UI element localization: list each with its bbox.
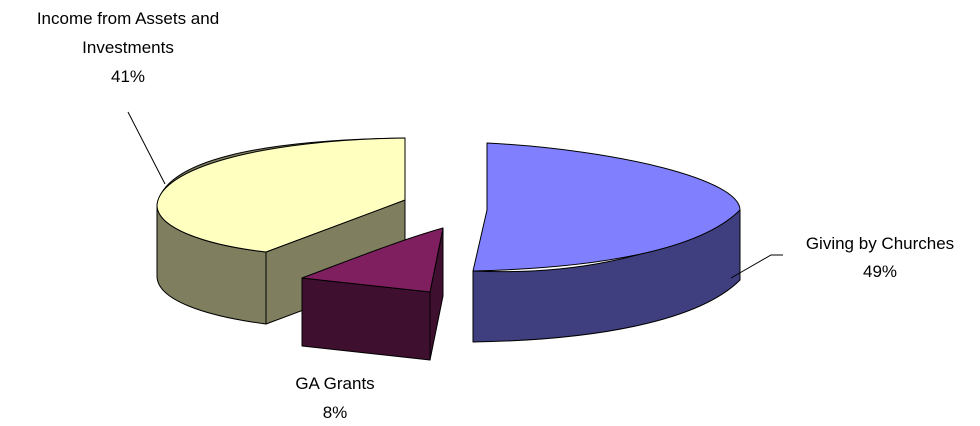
label-ga-percent: 8% (323, 403, 348, 422)
label-giving-by-churches: Giving by Churches 49% (806, 234, 954, 281)
slice-giving-by-churches (472, 142, 741, 343)
leader-line-giving (730, 254, 783, 279)
label-ga-line-1: GA Grants (295, 374, 374, 393)
label-giving-percent: 49% (863, 262, 897, 281)
slice-giving-top (472, 142, 741, 272)
label-income-line-1: Income from Assets and (37, 9, 219, 28)
label-income-line-2: Investments (82, 38, 174, 57)
label-income-percent: 41% (111, 67, 145, 86)
slice-income-top (156, 137, 406, 253)
leader-line-income (127, 111, 166, 185)
slice-income-from-assets (156, 137, 406, 325)
label-giving-line-1: Giving by Churches (806, 234, 954, 253)
slice-giving-side (472, 209, 741, 343)
label-ga-grants: GA Grants 8% (295, 374, 374, 422)
slice-ga-top (301, 227, 444, 293)
label-income-from-assets: Income from Assets and Investments 41% (37, 9, 219, 86)
slice-ga-grants (301, 227, 444, 361)
